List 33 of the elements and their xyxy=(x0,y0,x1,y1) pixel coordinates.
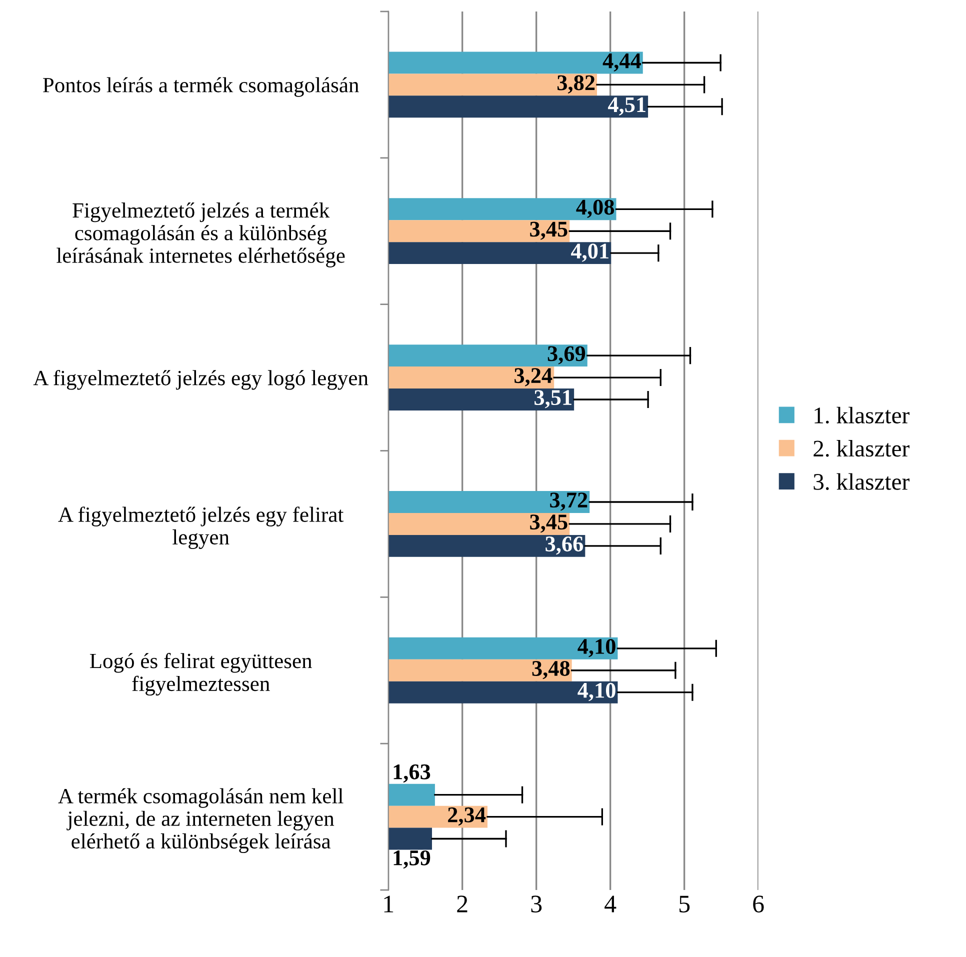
data-label: 3,45 xyxy=(530,222,568,240)
data-label: 3,45 xyxy=(530,514,568,533)
data-label: 4,10 xyxy=(578,638,616,658)
y-tick-label: Logó és felirat együttesen figyelmeztessen xyxy=(90,652,312,696)
data-label: 4,51 xyxy=(608,97,646,116)
legend-label: 2. klaszter xyxy=(814,440,910,457)
data-label: 1,63 xyxy=(394,764,430,783)
y-tick-label: A termék csomagolásán nem kell jelezni, de az interneten legyen elérhető a különbségek leírása xyxy=(58,788,344,854)
x-tick-label: 4 xyxy=(604,896,616,912)
x-tick-label: 5 xyxy=(680,896,690,912)
data-label: 3,48 xyxy=(532,660,570,680)
data-label: 4,44 xyxy=(602,53,641,72)
data-label: 1,59 xyxy=(394,850,430,869)
data-label: 3,24 xyxy=(514,368,552,386)
data-label: 3,51 xyxy=(534,390,572,408)
data-label: 2,34 xyxy=(448,807,486,826)
data-label: 4,01 xyxy=(570,244,608,262)
y-tick-label: Figyelmeztető jelzés a termék csomagolásán és a különbség leírásának internetes elérhetősége xyxy=(56,202,345,268)
x-tick-label: 2 xyxy=(457,896,468,912)
y-tick-label: A figyelmeztető jelzés egy felirat legyen xyxy=(58,506,344,549)
y-tick-label: Pontos leírás a termék csomagolásán xyxy=(43,77,359,97)
x-tick-label: 3 xyxy=(531,896,542,912)
legend-label: 1. klaszter xyxy=(814,406,910,424)
legend-label: 3. klaszter xyxy=(814,473,910,490)
y-tick-label: A figyelmeztető jelzés egy logó legyen xyxy=(33,370,368,390)
data-label: 3,72 xyxy=(550,492,588,511)
data-label: 3,66 xyxy=(546,536,584,555)
data-label: 4,08 xyxy=(576,200,614,218)
data-label: 4,10 xyxy=(578,682,616,702)
x-tick-label: 1 xyxy=(384,896,394,912)
x-tick-label: 6 xyxy=(753,896,764,912)
data-label: 3,82 xyxy=(557,75,595,94)
data-label: 3,69 xyxy=(548,346,586,364)
